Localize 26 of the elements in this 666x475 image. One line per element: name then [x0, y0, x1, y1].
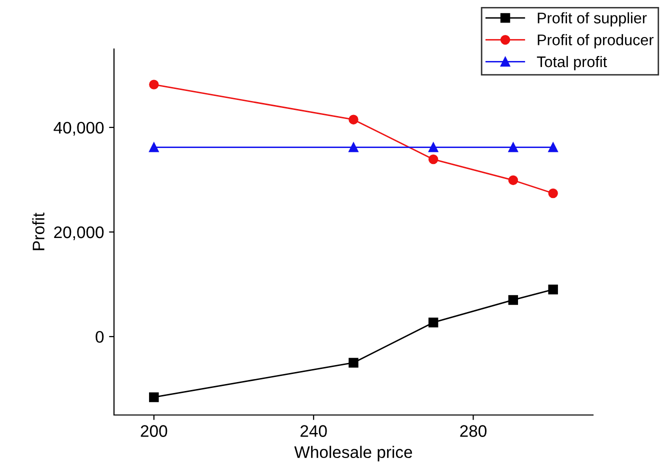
- point: [508, 295, 518, 305]
- legend-label: Profit of producer: [538, 34, 654, 48]
- x-tick-label: 280: [460, 425, 487, 437]
- y-tick-label: 20,000: [54, 226, 104, 240]
- point: [508, 142, 518, 152]
- point: [428, 142, 438, 152]
- point: [149, 392, 159, 402]
- legend-label: Total profit: [536, 56, 607, 70]
- point: [508, 175, 518, 186]
- point: [149, 142, 159, 152]
- point: [348, 114, 358, 124]
- x-tick-label: 240: [300, 425, 327, 437]
- point: [428, 318, 438, 328]
- point: [348, 142, 358, 152]
- point: [548, 142, 558, 152]
- y-axis-title: Profit: [32, 212, 44, 250]
- legend-label: Profit of supplier: [538, 12, 647, 26]
- x-axis-title: Wholesale price: [294, 446, 412, 462]
- point: [548, 284, 558, 294]
- point: [149, 80, 159, 90]
- point: [348, 358, 358, 368]
- x-tick-label: 200: [140, 425, 168, 437]
- point: [548, 188, 558, 198]
- point: [428, 154, 438, 164]
- y-tick-label: 40,000: [54, 122, 104, 136]
- y-tick-label: 0: [96, 330, 104, 343]
